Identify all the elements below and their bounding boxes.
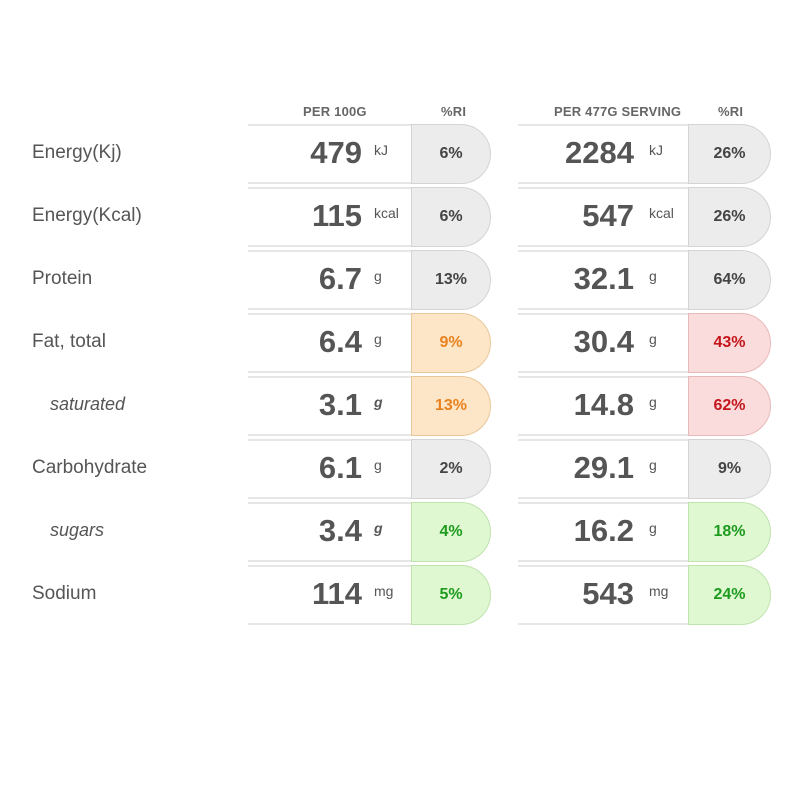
per-100g-unit: kJ	[374, 142, 388, 158]
per-serving-cell: 16.2 g	[518, 502, 688, 562]
per-serving-unit: kJ	[649, 142, 663, 158]
nutrient-row-sodium: Sodium 114 mg 5% 543 mg 24%	[0, 565, 800, 625]
per-serving-unit: kcal	[649, 205, 674, 221]
ri-100g-badge: 6%	[411, 187, 491, 247]
nutrient-label: Carbohydrate	[32, 457, 148, 478]
per-serving-value: 547	[582, 198, 634, 233]
per-100g-value: 3.1	[318, 387, 362, 422]
per-100g-cell: 3.1 g	[248, 376, 412, 436]
nutrient-label: Sodium	[32, 583, 97, 604]
per-100g-value: 114	[311, 576, 362, 611]
ri-serving-badge: 26%	[688, 187, 771, 247]
nutrient-label: Energy(Kcal)	[32, 205, 142, 226]
ri-serving-badge: 9%	[688, 439, 771, 499]
header-ri-1: %RI	[441, 104, 467, 119]
per-serving-cell: 14.8 g	[518, 376, 688, 436]
per-100g-cell: 6.1 g	[248, 439, 412, 499]
ri-100g-badge: 5%	[411, 565, 491, 625]
per-100g-value: 479	[310, 135, 362, 170]
per-serving-value: 32.1	[573, 261, 634, 296]
per-serving-value: 29.1	[573, 450, 634, 485]
per-serving-unit: mg	[649, 583, 669, 599]
nutrient-label: saturated	[50, 394, 126, 414]
per-100g-value: 6.7	[318, 261, 362, 296]
ri-serving-badge: 64%	[688, 250, 771, 310]
ri-serving-badge: 26%	[688, 124, 771, 184]
per-100g-unit: g	[374, 394, 383, 410]
nutrient-row-energy-kj: Energy(Kj) 479 kJ 6% 2284 kJ 26%	[0, 124, 800, 184]
ri-100g-badge: 4%	[411, 502, 491, 562]
per-100g-value: 6.1	[318, 450, 362, 485]
per-serving-value: 2284	[565, 135, 634, 170]
nutrient-label: Energy(Kj)	[32, 142, 122, 163]
per-100g-unit: g	[374, 520, 383, 536]
header-per-serving: PER 477G SERVING	[554, 104, 682, 119]
per-100g-cell: 3.4 g	[248, 502, 412, 562]
per-100g-cell: 6.4 g	[248, 313, 412, 373]
per-serving-cell: 30.4 g	[518, 313, 688, 373]
nutrient-label: sugars	[50, 520, 105, 540]
ri-100g-badge: 13%	[411, 250, 491, 310]
nutrient-label: Fat, total	[32, 331, 106, 352]
nutrient-row-saturated: saturated 3.1 g 13% 14.8 g 62%	[0, 376, 800, 436]
per-100g-cell: 115 kcal	[248, 187, 412, 247]
per-serving-cell: 32.1 g	[518, 250, 688, 310]
nutrient-row-protein: Protein 6.7 g 13% 32.1 g 64%	[0, 250, 800, 310]
per-100g-value: 115	[311, 198, 362, 233]
ri-serving-badge: 18%	[688, 502, 771, 562]
per-100g-cell: 114 mg	[248, 565, 412, 625]
per-serving-cell: 29.1 g	[518, 439, 688, 499]
per-100g-value: 3.4	[318, 513, 362, 548]
per-100g-unit: kcal	[374, 205, 399, 221]
per-serving-unit: g	[649, 331, 657, 347]
per-100g-unit: mg	[374, 583, 394, 599]
per-serving-unit: g	[649, 394, 657, 410]
per-100g-unit: g	[374, 331, 382, 347]
per-serving-unit: g	[649, 520, 657, 536]
nutrient-row-energy-kcal: Energy(Kcal) 115 kcal 6% 547 kcal 26%	[0, 187, 800, 247]
header-per-100g: PER 100G	[303, 104, 367, 119]
per-serving-unit: g	[649, 268, 657, 284]
per-serving-cell: 543 mg	[518, 565, 688, 625]
per-100g-unit: g	[374, 457, 382, 473]
per-100g-unit: g	[374, 268, 382, 284]
per-100g-cell: 6.7 g	[248, 250, 412, 310]
ri-serving-badge: 24%	[688, 565, 771, 625]
ri-100g-badge: 6%	[411, 124, 491, 184]
per-serving-value: 30.4	[573, 324, 634, 359]
nutrient-label: Protein	[32, 268, 93, 289]
nutrient-row-fat-total: Fat, total 6.4 g 9% 30.4 g 43%	[0, 313, 800, 373]
ri-serving-badge: 43%	[688, 313, 771, 373]
per-100g-value: 6.4	[318, 324, 362, 359]
per-serving-cell: 2284 kJ	[518, 124, 688, 184]
header-ri-2: %RI	[718, 104, 744, 119]
per-serving-value: 14.8	[573, 387, 634, 422]
per-serving-value: 543	[582, 576, 634, 611]
per-serving-value: 16.2	[573, 513, 634, 548]
ri-100g-badge: 13%	[411, 376, 491, 436]
per-100g-cell: 479 kJ	[248, 124, 412, 184]
per-serving-unit: g	[649, 457, 657, 473]
ri-100g-badge: 2%	[411, 439, 491, 499]
nutrient-row-sugars: sugars 3.4 g 4% 16.2 g 18%	[0, 502, 800, 562]
ri-serving-badge: 62%	[688, 376, 771, 436]
per-serving-cell: 547 kcal	[518, 187, 688, 247]
nutrient-row-carbohydrate: Carbohydrate 6.1 g 2% 29.1 g 9%	[0, 439, 800, 499]
ri-100g-badge: 9%	[411, 313, 491, 373]
